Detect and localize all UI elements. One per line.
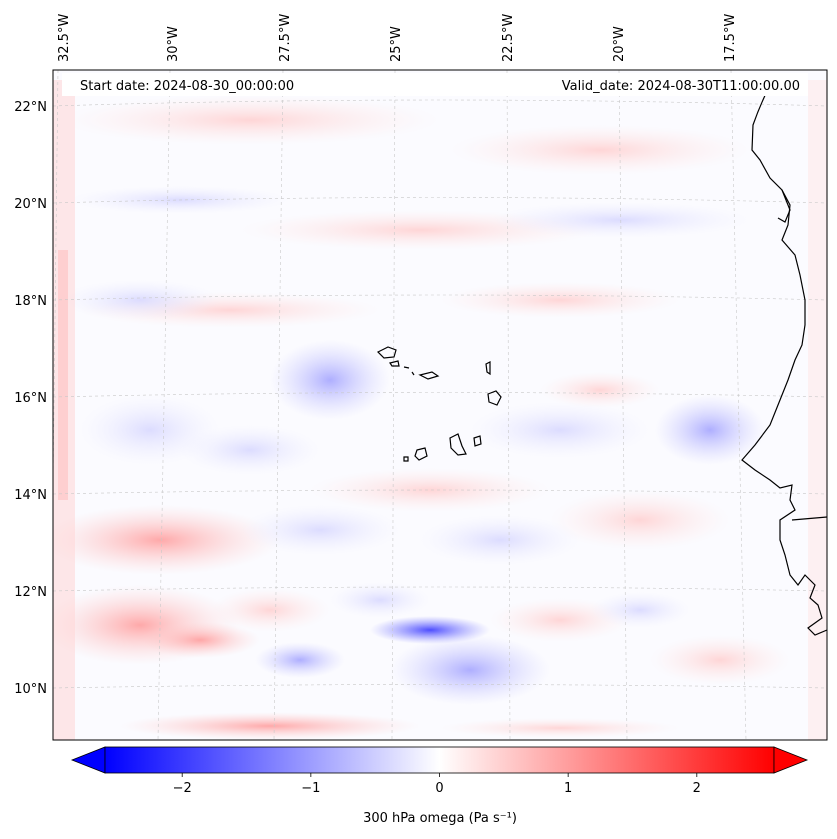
lat-label: 16°N	[14, 391, 47, 406]
omega-field	[53, 70, 827, 740]
colorbar-ticks: −2 −1 0 1 2	[173, 773, 701, 796]
lon-label: 25°W	[389, 26, 404, 62]
valid-date-label: Valid_date: 2024-08-30T11:00:00.00	[562, 79, 800, 94]
coastline	[741, 84, 828, 636]
colorbar: −2 −1 0 1 2 300 hPa omega (Pa s⁻¹)	[70, 746, 809, 826]
lon-label: 27.5°W	[278, 14, 293, 62]
map-frame	[52, 69, 828, 741]
cape-verde-islands	[376, 346, 502, 462]
longitude-labels: 32.5°W 30°W 27.5°W 25°W 22.5°W 20°W 17.5…	[57, 14, 738, 62]
map-panel: Start date: 2024-08-30_00:00:00 Valid_da…	[52, 69, 828, 741]
colorbar-tick-label: 2	[693, 781, 701, 796]
colorbar-max-extend	[773, 746, 809, 774]
lat-label: 22°N	[14, 100, 47, 115]
lat-label: 18°N	[14, 294, 47, 309]
colorbar-tick-label: −1	[301, 781, 320, 796]
colorbar-min-extend	[70, 746, 106, 774]
lat-label: 14°N	[14, 488, 47, 503]
gridlines	[53, 70, 827, 740]
lat-label: 12°N	[14, 585, 47, 600]
lon-label: 20°W	[612, 26, 627, 62]
lat-label: 20°N	[14, 197, 47, 212]
colorbar-gradient	[104, 746, 775, 774]
latitude-labels: 22°N 20°N 18°N 16°N 14°N 12°N 10°N	[14, 100, 47, 697]
lon-label: 32.5°W	[57, 14, 72, 62]
start-date-label: Start date: 2024-08-30_00:00:00	[80, 79, 294, 94]
colorbar-label: 300 hPa omega (Pa s⁻¹)	[363, 811, 517, 826]
colorbar-tick-label: 1	[564, 781, 572, 796]
lon-label: 22.5°W	[501, 14, 516, 62]
lat-label: 10°N	[14, 682, 47, 697]
colorbar-tick-label: −2	[173, 781, 192, 796]
info-banner	[62, 73, 808, 96]
lon-label: 17.5°W	[723, 14, 738, 62]
colorbar-tick-label: 0	[435, 781, 443, 796]
lon-label: 30°W	[166, 26, 181, 62]
